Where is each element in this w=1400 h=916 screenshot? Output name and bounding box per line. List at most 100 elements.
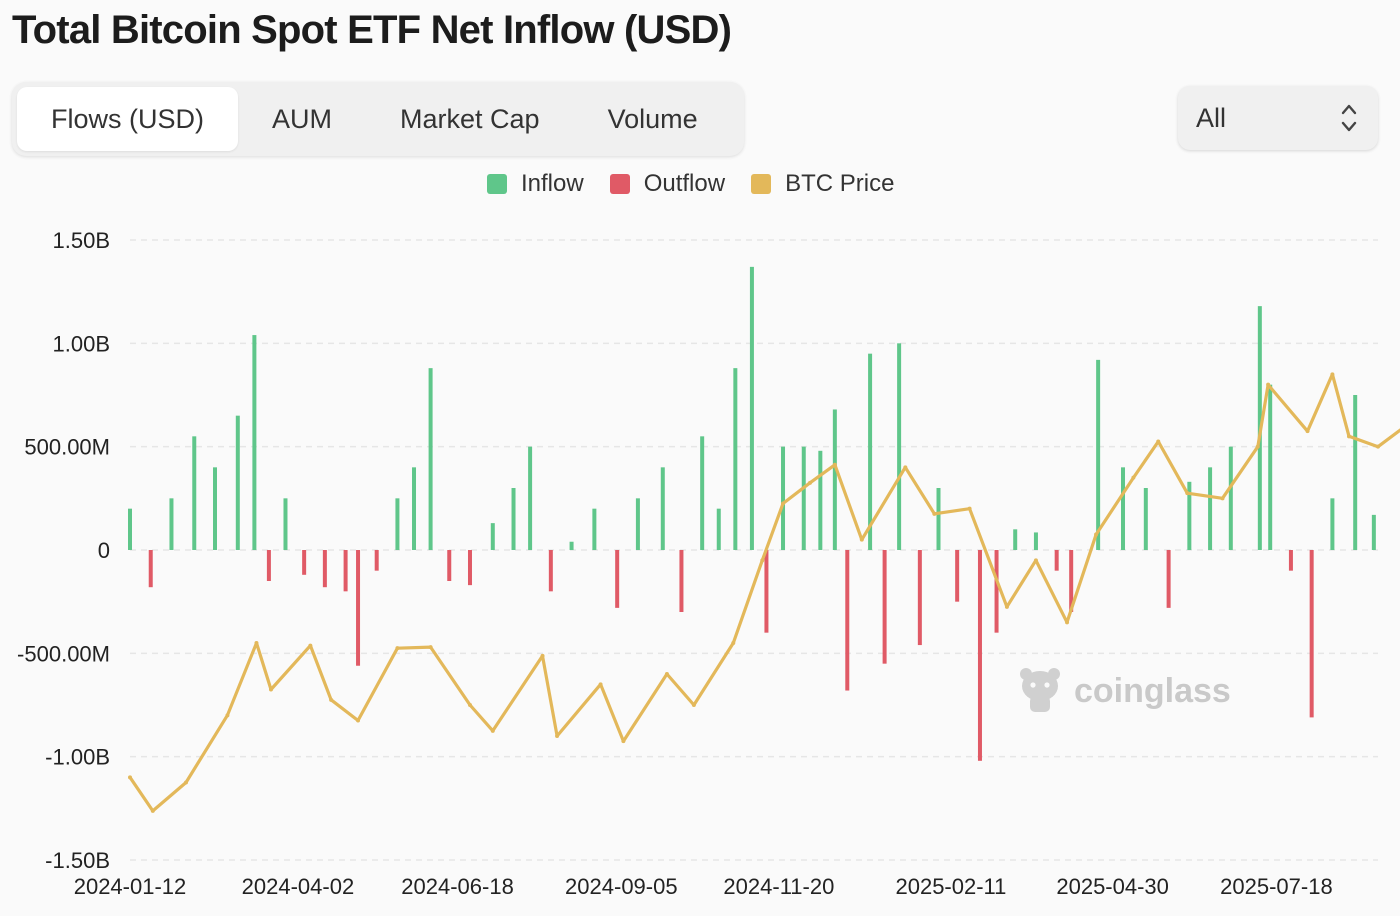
btc-price-point[interactable] — [903, 465, 908, 470]
inflow-bar[interactable] — [1268, 384, 1273, 550]
inflow-bar[interactable] — [716, 508, 721, 550]
btc-price-point[interactable] — [932, 511, 937, 516]
btc-price-point[interactable] — [621, 739, 626, 744]
outflow-bar[interactable] — [1166, 550, 1171, 608]
outflow-bar[interactable] — [615, 550, 620, 608]
inflow-bar[interactable] — [490, 523, 495, 550]
legend-item-btc-price[interactable]: BTC Price — [751, 170, 894, 198]
outflow-bar[interactable] — [1288, 550, 1293, 571]
btc-price-point[interactable] — [1376, 444, 1380, 449]
btc-price-point[interactable] — [832, 462, 837, 467]
outflow-bar[interactable] — [467, 550, 472, 586]
legend-item-inflow[interactable]: Inflow — [487, 170, 584, 198]
legend-item-outflow[interactable]: Outflow — [609, 170, 725, 198]
inflow-bar[interactable] — [832, 409, 837, 550]
inflow-bar[interactable] — [212, 467, 217, 550]
inflow-bar[interactable] — [412, 467, 417, 550]
inflow-bar[interactable] — [1187, 481, 1192, 550]
inflow-bar[interactable] — [1121, 467, 1126, 550]
inflow-bar[interactable] — [192, 436, 197, 550]
outflow-bar[interactable] — [374, 550, 379, 571]
btc-price-point[interactable] — [329, 697, 334, 702]
btc-price-point[interactable] — [807, 480, 812, 485]
inflow-bar[interactable] — [868, 353, 873, 550]
inflow-bar[interactable] — [936, 488, 941, 550]
outflow-bar[interactable] — [356, 550, 361, 666]
btc-price-point[interactable] — [664, 672, 669, 676]
btc-price-point[interactable] — [540, 653, 545, 658]
range-select[interactable]: All — [1178, 86, 1378, 150]
outflow-bar[interactable] — [148, 550, 153, 588]
inflow-bar[interactable] — [700, 436, 705, 550]
outflow-bar[interactable] — [679, 550, 684, 612]
outflow-bar[interactable] — [1054, 550, 1059, 571]
inflow-bar[interactable] — [511, 488, 516, 550]
outflow-bar[interactable] — [548, 550, 553, 592]
inflow-bar[interactable] — [395, 498, 400, 550]
inflow-bar[interactable] — [801, 446, 806, 550]
inflow-bar[interactable] — [1371, 514, 1376, 550]
btc-price-point[interactable] — [1255, 444, 1260, 449]
btc-price-point[interactable] — [1131, 475, 1136, 480]
tab-aum[interactable]: AUM — [272, 103, 332, 134]
btc-price-point[interactable] — [760, 558, 765, 563]
btc-price-point[interactable] — [467, 703, 472, 707]
inflow-bar[interactable] — [733, 368, 738, 550]
inflow-bar[interactable] — [252, 335, 257, 550]
btc-price-point[interactable] — [691, 703, 696, 707]
outflow-bar[interactable] — [917, 550, 922, 646]
inflow-bar[interactable] — [1096, 359, 1101, 550]
btc-price-point[interactable] — [490, 728, 495, 733]
outflow-bar[interactable] — [447, 550, 452, 581]
inflow-bar[interactable] — [283, 498, 288, 550]
outflow-bar[interactable] — [266, 550, 271, 581]
btc-price-point[interactable] — [395, 646, 400, 651]
outflow-bar[interactable] — [845, 550, 850, 691]
inflow-bar[interactable] — [592, 508, 597, 550]
inflow-bar[interactable] — [1228, 446, 1233, 550]
inflow-bar[interactable] — [781, 446, 786, 550]
inflow-bar[interactable] — [1013, 529, 1018, 550]
inflow-bar[interactable] — [235, 415, 240, 550]
btc-price-point[interactable] — [1330, 372, 1335, 377]
btc-price-point[interactable] — [150, 808, 155, 813]
outflow-bar[interactable] — [882, 550, 887, 664]
btc-price-point[interactable] — [859, 537, 864, 542]
outflow-bar[interactable] — [764, 550, 769, 633]
btc-price-point[interactable] — [967, 506, 972, 511]
btc-price-point[interactable] — [1094, 532, 1099, 537]
inflow-bar[interactable] — [818, 450, 823, 550]
outflow-bar[interactable] — [977, 550, 982, 761]
inflow-bar[interactable] — [749, 266, 754, 550]
inflow-bar[interactable] — [897, 343, 902, 550]
btc-price-point[interactable] — [128, 775, 132, 780]
inflow-bar[interactable] — [569, 541, 574, 550]
outflow-bar[interactable] — [1069, 550, 1074, 612]
inflow-bar[interactable] — [1353, 395, 1358, 550]
btc-price-point[interactable] — [1065, 620, 1070, 625]
inflow-bar[interactable] — [1208, 467, 1213, 550]
btc-price-point[interactable] — [254, 641, 259, 645]
btc-price-point[interactable] — [1004, 604, 1009, 609]
outflow-bar[interactable] — [343, 550, 348, 592]
btc-price-point[interactable] — [1156, 439, 1161, 444]
outflow-bar[interactable] — [994, 550, 999, 633]
inflow-bar[interactable] — [635, 498, 640, 550]
outflow-bar[interactable] — [302, 550, 307, 575]
inflow-bar[interactable] — [1143, 488, 1148, 550]
inflow-bar[interactable] — [528, 446, 533, 550]
outflow-bar[interactable] — [955, 550, 960, 602]
inflow-bar[interactable] — [169, 498, 174, 550]
btc-price-point[interactable] — [356, 718, 361, 723]
btc-price-point[interactable] — [225, 713, 230, 718]
tab-market-cap[interactable]: Market Cap — [400, 103, 540, 134]
inflow-bar[interactable] — [1330, 498, 1335, 550]
inflow-bar[interactable] — [660, 467, 665, 550]
tab-volume[interactable]: Volume — [607, 103, 698, 134]
btc-price-point[interactable] — [598, 682, 603, 687]
inflow-bar[interactable] — [428, 368, 433, 550]
inflow-bar[interactable] — [128, 508, 132, 550]
btc-price-point[interactable] — [268, 687, 273, 692]
btc-price-point[interactable] — [555, 734, 560, 738]
